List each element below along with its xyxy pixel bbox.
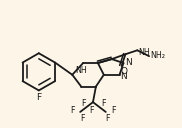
Text: F: F [81, 99, 85, 108]
Text: F: F [102, 99, 106, 108]
Text: NH₂: NH₂ [151, 51, 165, 60]
Text: N: N [120, 72, 127, 81]
Text: F: F [80, 114, 84, 123]
Text: NH: NH [138, 48, 150, 57]
Text: F: F [90, 106, 94, 115]
Text: N: N [125, 58, 132, 67]
Text: O: O [121, 67, 128, 76]
Text: F: F [36, 93, 41, 102]
Text: F: F [106, 114, 110, 123]
Text: F: F [111, 106, 116, 115]
Text: F: F [70, 106, 75, 115]
Text: NH: NH [75, 66, 87, 75]
